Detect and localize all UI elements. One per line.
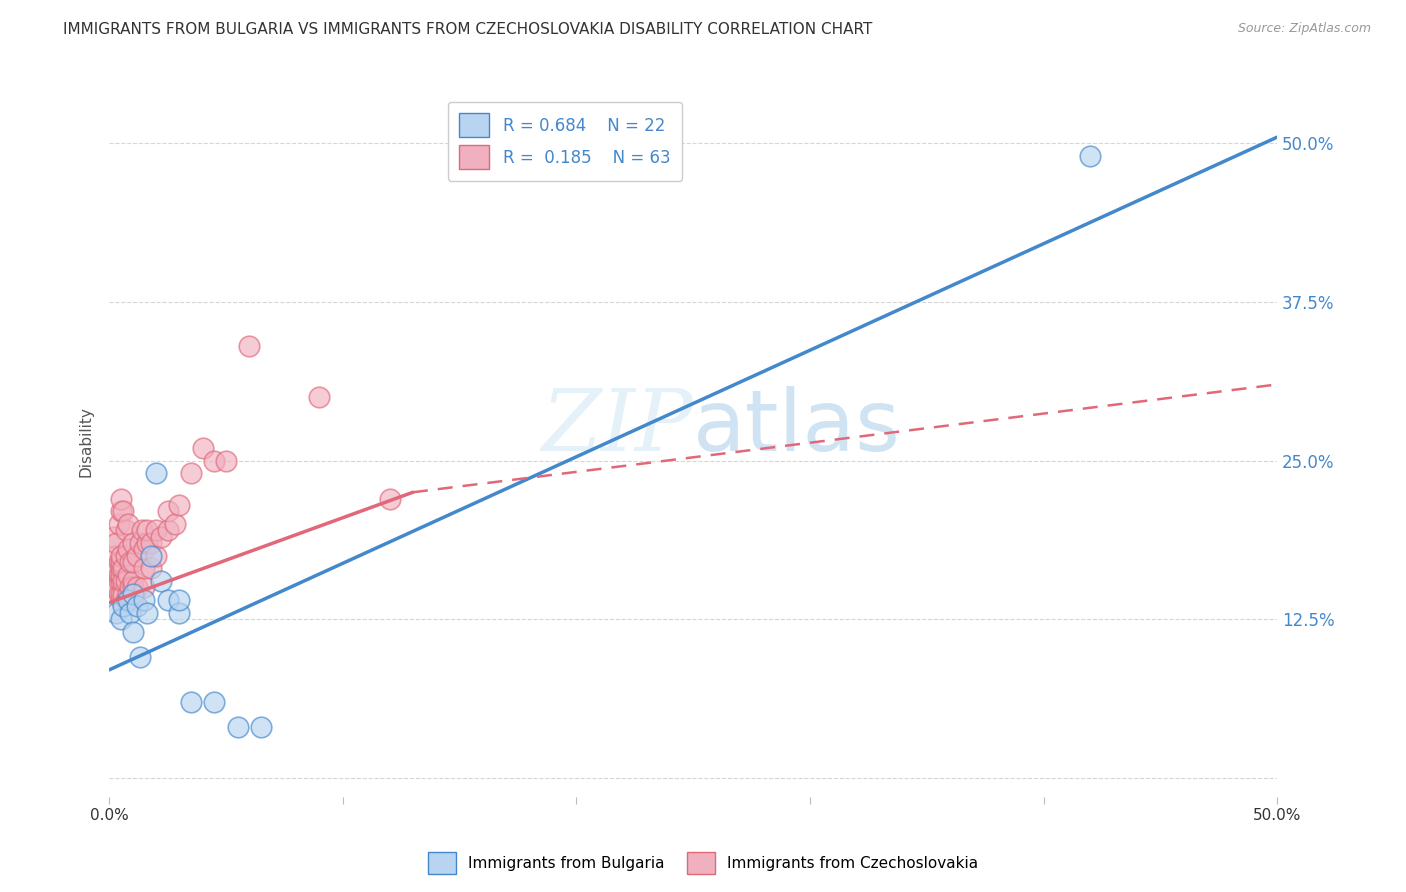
Point	[134, 581, 156, 595]
Point	[117, 567, 139, 582]
Point	[110, 574, 132, 588]
Point	[127, 599, 149, 614]
Point	[120, 606, 142, 620]
Point	[105, 536, 128, 550]
Point	[250, 720, 273, 734]
Point	[121, 581, 143, 595]
Point	[135, 606, 157, 620]
Text: ZIP: ZIP	[541, 386, 693, 468]
Legend: Immigrants from Bulgaria, Immigrants from Czechoslovakia: Immigrants from Bulgaria, Immigrants fro…	[422, 846, 984, 880]
Point	[145, 549, 167, 563]
Y-axis label: Disability: Disability	[79, 406, 93, 477]
Point	[145, 467, 167, 481]
Point	[114, 593, 136, 607]
Point	[110, 567, 132, 582]
Point	[112, 599, 135, 614]
Point	[131, 524, 153, 538]
Point	[169, 593, 191, 607]
Point	[110, 593, 132, 607]
Point	[156, 593, 179, 607]
Point	[121, 536, 143, 550]
Point	[169, 606, 191, 620]
Point	[117, 516, 139, 531]
Text: atlas: atlas	[693, 386, 901, 469]
Point	[117, 542, 139, 557]
Point	[110, 555, 132, 569]
Point	[112, 561, 135, 575]
Point	[121, 624, 143, 639]
Point	[149, 530, 172, 544]
Point	[110, 612, 132, 626]
Point	[120, 581, 142, 595]
Point	[121, 587, 143, 601]
Point	[114, 524, 136, 538]
Point	[128, 536, 150, 550]
Point	[215, 453, 238, 467]
Point	[121, 555, 143, 569]
Point	[114, 549, 136, 563]
Point	[180, 694, 202, 708]
Point	[156, 504, 179, 518]
Point	[107, 555, 129, 569]
Point	[110, 549, 132, 563]
Point	[135, 536, 157, 550]
Point	[110, 504, 132, 518]
Point	[163, 516, 186, 531]
Point	[169, 498, 191, 512]
Point	[149, 574, 172, 588]
Point	[180, 467, 202, 481]
Point	[141, 561, 163, 575]
Point	[226, 720, 249, 734]
Point	[378, 491, 401, 506]
Point	[110, 491, 132, 506]
Point	[145, 524, 167, 538]
Point	[105, 561, 128, 575]
Point	[114, 574, 136, 588]
Point	[134, 542, 156, 557]
Point	[135, 524, 157, 538]
Point	[308, 390, 330, 404]
Point	[141, 536, 163, 550]
Point	[107, 567, 129, 582]
Point	[107, 574, 129, 588]
Point	[134, 561, 156, 575]
Point	[128, 650, 150, 665]
Point	[202, 694, 225, 708]
Point	[191, 441, 214, 455]
Point	[141, 549, 163, 563]
Point	[202, 453, 225, 467]
Point	[112, 574, 135, 588]
Point	[110, 587, 132, 601]
Point	[110, 561, 132, 575]
Legend: R = 0.684    N = 22, R =  0.185    N = 63: R = 0.684 N = 22, R = 0.185 N = 63	[447, 102, 682, 180]
Point	[105, 606, 128, 620]
Point	[121, 574, 143, 588]
Text: Source: ZipAtlas.com: Source: ZipAtlas.com	[1237, 22, 1371, 36]
Point	[107, 516, 129, 531]
Point	[1080, 149, 1102, 163]
Point	[121, 593, 143, 607]
Point	[117, 587, 139, 601]
Point	[127, 581, 149, 595]
Point	[103, 530, 125, 544]
Point	[112, 504, 135, 518]
Point	[105, 549, 128, 563]
Point	[156, 524, 179, 538]
Point	[107, 587, 129, 601]
Point	[112, 587, 135, 601]
Point	[120, 555, 142, 569]
Point	[134, 593, 156, 607]
Point	[127, 549, 149, 563]
Point	[238, 339, 260, 353]
Point	[103, 581, 125, 595]
Point	[117, 593, 139, 607]
Text: IMMIGRANTS FROM BULGARIA VS IMMIGRANTS FROM CZECHOSLOVAKIA DISABILITY CORRELATIO: IMMIGRANTS FROM BULGARIA VS IMMIGRANTS F…	[63, 22, 873, 37]
